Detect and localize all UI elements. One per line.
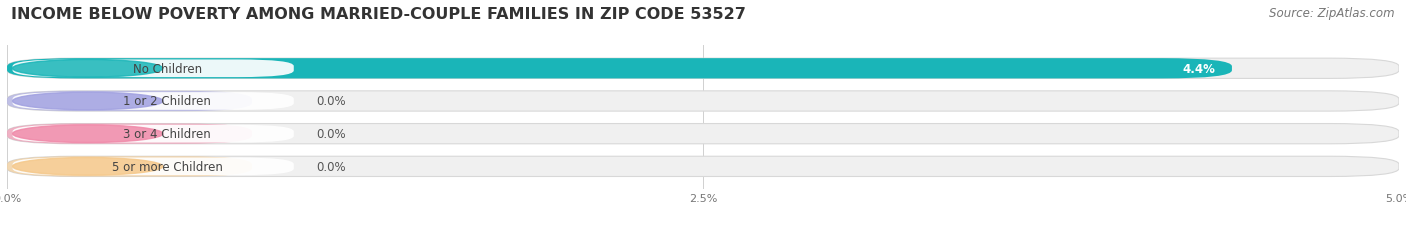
FancyBboxPatch shape — [13, 158, 294, 175]
FancyBboxPatch shape — [13, 125, 294, 143]
Text: No Children: No Children — [132, 63, 201, 76]
Text: INCOME BELOW POVERTY AMONG MARRIED-COUPLE FAMILIES IN ZIP CODE 53527: INCOME BELOW POVERTY AMONG MARRIED-COUPL… — [11, 7, 747, 22]
FancyBboxPatch shape — [7, 59, 1232, 79]
FancyBboxPatch shape — [7, 124, 252, 144]
Text: Source: ZipAtlas.com: Source: ZipAtlas.com — [1270, 7, 1395, 20]
Text: 5 or more Children: 5 or more Children — [111, 160, 222, 173]
FancyBboxPatch shape — [7, 157, 252, 177]
Text: 0.0%: 0.0% — [316, 128, 346, 140]
FancyBboxPatch shape — [7, 157, 1399, 177]
Text: 4.4%: 4.4% — [1182, 63, 1215, 76]
Circle shape — [13, 60, 163, 78]
FancyBboxPatch shape — [7, 59, 1399, 79]
FancyBboxPatch shape — [7, 91, 1399, 112]
Circle shape — [13, 93, 163, 110]
Circle shape — [13, 158, 163, 175]
Circle shape — [13, 125, 163, 143]
Text: 0.0%: 0.0% — [316, 95, 346, 108]
Text: 1 or 2 Children: 1 or 2 Children — [124, 95, 211, 108]
Text: 3 or 4 Children: 3 or 4 Children — [124, 128, 211, 140]
FancyBboxPatch shape — [13, 93, 294, 110]
FancyBboxPatch shape — [7, 91, 252, 112]
Text: 0.0%: 0.0% — [316, 160, 346, 173]
FancyBboxPatch shape — [13, 60, 294, 78]
FancyBboxPatch shape — [7, 124, 1399, 144]
